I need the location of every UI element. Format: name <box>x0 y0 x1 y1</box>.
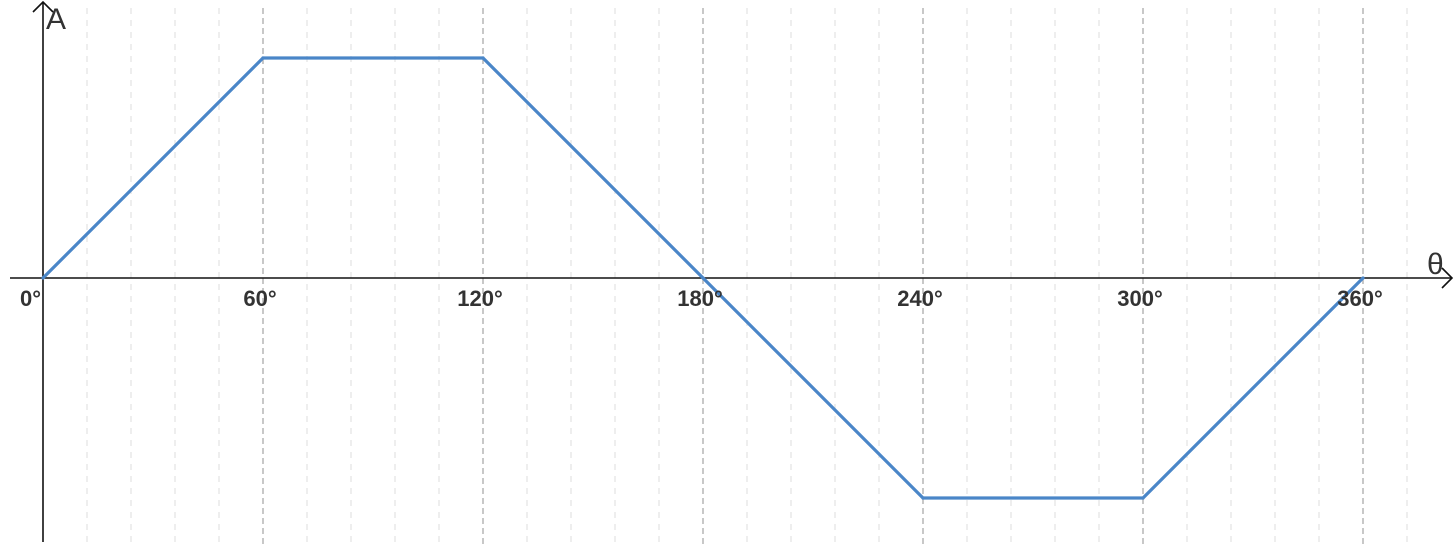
x-tick-label: 180° <box>677 286 723 311</box>
data-point <box>1141 496 1145 500</box>
data-point <box>1361 276 1365 280</box>
data-point <box>701 276 705 280</box>
x-tick-label: 0° <box>20 286 41 311</box>
data-point <box>921 496 925 500</box>
x-tick-label: 300° <box>1117 286 1163 311</box>
axes <box>10 0 1454 542</box>
y-axis-arrow-icon <box>32 0 54 13</box>
series-group <box>41 56 1365 500</box>
x-tick-label: 240° <box>897 286 943 311</box>
x-tick-labels: 0° 60° 120° 180° 240° 300° 360° <box>20 286 1383 311</box>
x-axis-arrow-icon <box>1441 267 1454 289</box>
y-axis-label: A <box>46 3 66 36</box>
x-tick-label: 360° <box>1337 286 1383 311</box>
x-tick-label: 60° <box>243 286 276 311</box>
x-axis-label: θ <box>1427 248 1444 281</box>
x-tick-label: 120° <box>457 286 503 311</box>
data-point <box>41 276 45 280</box>
data-point <box>481 56 485 60</box>
data-point <box>261 56 265 60</box>
